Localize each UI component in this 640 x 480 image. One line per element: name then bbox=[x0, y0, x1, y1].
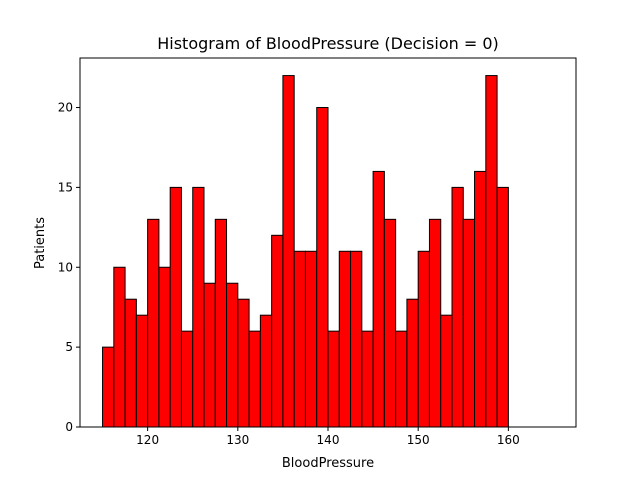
histogram-bar bbox=[395, 330, 408, 428]
histogram-bar bbox=[383, 218, 397, 428]
histogram-bar bbox=[406, 298, 419, 428]
histogram-bar bbox=[417, 250, 430, 428]
histogram-bar bbox=[259, 314, 273, 428]
histogram-bar bbox=[316, 107, 329, 428]
histogram-bar bbox=[102, 346, 115, 428]
histogram-bar bbox=[113, 266, 126, 428]
x-tick-label: 150 bbox=[407, 433, 430, 447]
histogram-bar bbox=[327, 330, 340, 428]
histogram-bar bbox=[350, 250, 363, 428]
y-tick-label: 10 bbox=[58, 260, 73, 274]
x-axis-label: BloodPressure bbox=[282, 456, 374, 471]
x-axis-ticks: 120 130 140 150 160 bbox=[136, 427, 520, 447]
histogram-bar bbox=[282, 75, 295, 428]
x-tick-label: 160 bbox=[497, 433, 520, 447]
bars-group bbox=[102, 75, 509, 428]
x-tick-label: 120 bbox=[136, 433, 159, 447]
histogram-bar bbox=[226, 282, 239, 428]
histogram-bar bbox=[338, 250, 352, 428]
histogram-bar bbox=[169, 186, 182, 428]
histogram-bar bbox=[192, 186, 205, 428]
histogram-bar bbox=[248, 330, 261, 428]
histogram-bar bbox=[451, 186, 464, 428]
histogram-bar bbox=[158, 266, 171, 428]
histogram-bar bbox=[304, 250, 318, 428]
histogram-bar bbox=[428, 218, 442, 428]
chart-title: Histogram of BloodPressure (Decision = 0… bbox=[157, 34, 499, 53]
histogram-bar bbox=[214, 218, 228, 428]
histogram-bar bbox=[124, 298, 137, 428]
histogram-bar bbox=[203, 282, 216, 428]
y-tick-label: 0 bbox=[65, 420, 73, 434]
histogram-bar bbox=[372, 170, 385, 428]
y-tick-label: 15 bbox=[58, 180, 73, 194]
histogram-bar bbox=[474, 170, 487, 428]
histogram-bar bbox=[135, 314, 149, 428]
y-axis-label: Patients bbox=[33, 217, 48, 269]
x-tick-label: 130 bbox=[226, 433, 249, 447]
histogram-bar bbox=[440, 314, 453, 428]
histogram-bar bbox=[237, 298, 250, 428]
histogram-bar bbox=[271, 234, 284, 428]
histogram-bar bbox=[496, 186, 509, 428]
histogram-bar bbox=[462, 218, 476, 428]
histogram-bar bbox=[361, 330, 374, 428]
y-tick-label: 5 bbox=[65, 340, 73, 354]
histogram-bar bbox=[293, 250, 306, 428]
histogram-bar bbox=[485, 75, 498, 428]
histogram-bar bbox=[147, 218, 160, 428]
y-axis-ticks: 0 5 10 15 20 bbox=[58, 101, 80, 434]
y-tick-label: 20 bbox=[58, 101, 73, 115]
x-tick-label: 140 bbox=[317, 433, 340, 447]
histogram-bar bbox=[180, 330, 194, 428]
